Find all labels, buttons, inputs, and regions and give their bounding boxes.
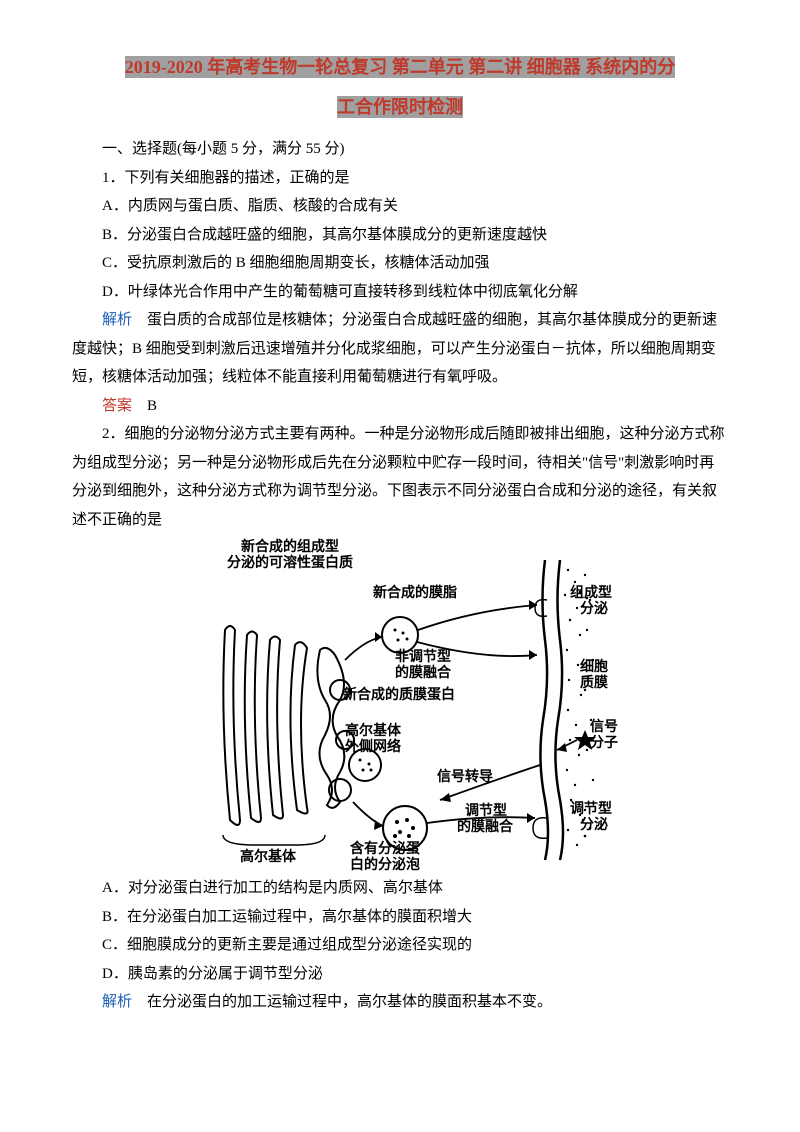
label-vesicle2: 白的分泌泡 (350, 856, 420, 874)
label-nonreg1: 非调节型 (395, 648, 451, 666)
q2-analysis: 解析 在分泌蛋白的加工运输过程中，高尔基体的膜面积基本不变。 (72, 988, 728, 1017)
page-title: 2019-2020 年高考生物一轮总复习 第二单元 第二讲 细胞器 系统内的分 … (72, 48, 728, 127)
q1-answer: 答案 B (72, 392, 728, 421)
label-regulated1: 调节型 (570, 800, 612, 818)
arrowhead-icon (557, 743, 567, 752)
arrowhead-icon (529, 650, 537, 660)
q1-option-a: A．内质网与蛋白质、脂质、核酸的合成有关 (72, 192, 728, 221)
label-nonreg2: 的膜融合 (395, 664, 451, 682)
q1-option-d: D．叶绿体光合作用中产生的葡萄糖可直接转移到线粒体中彻底氧化分解 (72, 278, 728, 307)
label-reg1: 调节型 (465, 802, 507, 820)
label-regulated2: 分泌 (580, 816, 608, 834)
q2-option-b: B．在分泌蛋白加工运输过程中，高尔基体的膜面积增大 (72, 903, 728, 932)
analysis-label: 解析 (102, 312, 132, 328)
q1-analysis-text: 蛋白质的合成部位是核糖体；分泌蛋白合成越旺盛的细胞，其高尔基体膜成分的更新速度越… (72, 312, 717, 385)
q2-option-a: A．对分泌蛋白进行加工的结构是内质网、高尔基体 (72, 874, 728, 903)
q1-answer-text: B (132, 398, 157, 414)
label-golgi-main: 高尔基体 (240, 848, 296, 866)
q2-analysis-text: 在分泌蛋白的加工运输过程中，高尔基体的膜面积基本不变。 (132, 994, 552, 1010)
label-signal2: 分子 (590, 734, 618, 752)
label-signal-trans: 信号转导 (437, 768, 493, 786)
arrowhead-icon (440, 793, 451, 802)
label-membrane2: 质膜 (580, 674, 608, 692)
q2-option-d: D．胰岛素的分泌属于调节型分泌 (72, 960, 728, 989)
answer-label: 答案 (102, 398, 132, 414)
label-top1: 新合成的组成型 (241, 538, 339, 556)
arrowhead-icon (374, 820, 383, 830)
golgi-bracket-icon (223, 835, 325, 845)
q1-analysis: 解析 蛋白质的合成部位是核糖体；分泌蛋白合成越旺盛的细胞，其高尔基体膜成分的更新… (72, 306, 728, 392)
label-golgi2: 外侧网络 (345, 738, 401, 756)
section-header: 一、选择题(每小题 5 分，满分 55 分) (72, 135, 728, 164)
label-vesicle1: 含有分泌蛋 (350, 840, 420, 858)
q1-option-b: B．分泌蛋白合成越旺盛的细胞，其高尔基体膜成分的更新速度越快 (72, 221, 728, 250)
analysis-label: 解析 (102, 994, 132, 1010)
q2-option-c: C．细胞膜成分的更新主要是通过组成型分泌途径实现的 (72, 931, 728, 960)
label-lipid: 新合成的膜脂 (373, 584, 457, 602)
q1-stem: 1．下列有关细胞器的描述，正确的是 (72, 164, 728, 193)
arrow-icon (353, 802, 383, 826)
label-constitutive1: 组成型 (570, 584, 612, 602)
golgi-icon (223, 626, 354, 825)
label-membrane1: 细胞 (580, 658, 608, 676)
arrow-icon (418, 605, 537, 630)
label-golgi1: 高尔基体 (345, 722, 401, 740)
title-line1: 2019-2020 年高考生物一轮总复习 第二单元 第二讲 细胞器 系统内的分 (125, 56, 676, 78)
label-reg2: 的膜融合 (457, 818, 513, 836)
label-top2: 分泌的可溶性蛋白质 (227, 554, 353, 572)
label-signal1: 信号 (590, 718, 618, 736)
q2-stem: 2．细胞的分泌物分泌方式主要有两种。一种是分泌物形成后随即被排出细胞，这种分泌方… (72, 420, 728, 534)
title-line2: 工合作限时检测 (337, 96, 463, 118)
label-constitutive2: 分泌 (580, 600, 608, 618)
diagram-container: 新合成的组成型 分泌的可溶性蛋白质 新合成的膜脂 非调节型 的膜融合 新合成的质… (72, 540, 728, 870)
secretion-diagram: 新合成的组成型 分泌的可溶性蛋白质 新合成的膜脂 非调节型 的膜融合 新合成的质… (185, 540, 615, 870)
q1-option-c: C．受抗原刺激后的 B 细胞细胞周期变长，核糖体活动加强 (72, 249, 728, 278)
label-plasma-protein: 新合成的质膜蛋白 (343, 686, 455, 704)
arrowhead-icon (375, 632, 382, 642)
